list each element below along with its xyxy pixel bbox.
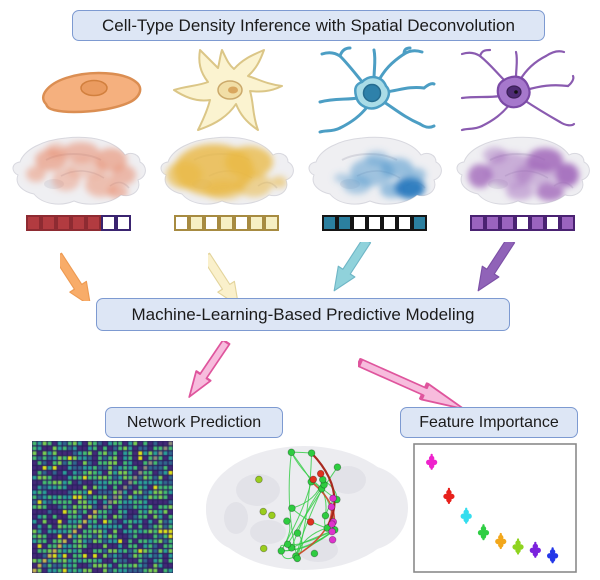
vector-cell-filled — [85, 215, 101, 231]
feature-vector-4 — [450, 215, 594, 231]
title-box: Cell-Type Density Inference with Spatial… — [72, 10, 545, 41]
density-overlay — [26, 142, 136, 199]
feature-point-3 — [460, 507, 472, 524]
brain-density-map-3 — [308, 136, 442, 205]
vector-cell-empty — [115, 215, 131, 231]
pink-arrow-to-network-icon — [188, 341, 231, 398]
vector-cell-filled — [499, 215, 515, 231]
vector-cell-filled — [484, 215, 500, 231]
vector-cell-empty — [173, 215, 189, 231]
feature-vector-3 — [302, 215, 446, 231]
vector-cell-filled — [263, 215, 279, 231]
feature-plot-frame — [413, 443, 577, 573]
vector-cell-empty — [233, 215, 249, 231]
vector-cell-filled — [25, 215, 41, 231]
vector-cell-filled — [469, 215, 485, 231]
feature-point-4 — [477, 524, 490, 541]
connectivity-heatmap — [32, 441, 173, 573]
purple-neuron-icon — [460, 48, 576, 132]
brain-network-plot — [206, 446, 408, 570]
vector-cell-empty — [203, 215, 219, 231]
vector-cell-empty — [396, 215, 412, 231]
feature-point-5 — [495, 532, 507, 550]
network-nodes — [255, 448, 342, 563]
density-overlay — [468, 147, 579, 201]
feature-importance-plot — [413, 443, 577, 573]
brain-density-map-1 — [12, 136, 146, 205]
title-text: Cell-Type Density Inference with Spatial… — [102, 15, 515, 35]
vector-cell-filled — [411, 215, 427, 231]
vector-cell-empty — [544, 215, 560, 231]
feature-vector-1 — [6, 215, 150, 231]
vector-cell-filled — [559, 215, 575, 231]
ml-box-text: Machine-Learning-Based Predictive Modeli… — [131, 304, 475, 324]
feature-importance-box: Feature Importance — [400, 407, 578, 438]
vector-cell-filled — [188, 215, 204, 231]
vector-cell-filled — [218, 215, 234, 231]
feature-point-7 — [529, 541, 541, 558]
vector-cell-filled — [336, 215, 352, 231]
purple-down-arrow-icon — [477, 242, 516, 292]
teal-down-arrow-icon — [333, 242, 372, 292]
astrocyte-like-cell-icon — [173, 49, 283, 131]
crescent-cell-icon — [41, 71, 142, 114]
brain-top-silhouette — [206, 446, 408, 570]
pink-arrow-to-feature-icon — [358, 358, 466, 408]
vector-cell-empty — [366, 215, 382, 231]
feature-point-2 — [443, 487, 455, 505]
vector-cell-filled — [55, 215, 71, 231]
feature-point-6 — [512, 538, 524, 555]
vector-cell-filled — [529, 215, 545, 231]
vector-cell-filled — [40, 215, 56, 231]
brain-density-map-4 — [456, 136, 590, 205]
density-overlay — [166, 144, 287, 200]
teal-neuron-icon — [318, 46, 436, 134]
feature-importance-text: Feature Importance — [419, 413, 559, 431]
network-prediction-text: Network Prediction — [126, 413, 262, 431]
vector-cell-filled — [321, 215, 337, 231]
vector-cell-filled — [70, 215, 86, 231]
brain-density-map-2 — [160, 136, 294, 205]
vector-cell-empty — [351, 215, 367, 231]
vector-cell-filled — [248, 215, 264, 231]
vector-cell-empty — [381, 215, 397, 231]
orange-down-arrow-icon — [60, 252, 92, 301]
cream-down-arrow-icon — [208, 252, 240, 301]
feature-vector-2 — [154, 215, 298, 231]
network-prediction-box: Network Prediction — [105, 407, 283, 438]
feature-point-8 — [547, 547, 559, 564]
density-overlay — [334, 151, 426, 199]
ml-box: Machine-Learning-Based Predictive Modeli… — [96, 298, 510, 331]
feature-point-1 — [426, 453, 438, 470]
vector-cell-empty — [100, 215, 116, 231]
vector-cell-empty — [514, 215, 530, 231]
